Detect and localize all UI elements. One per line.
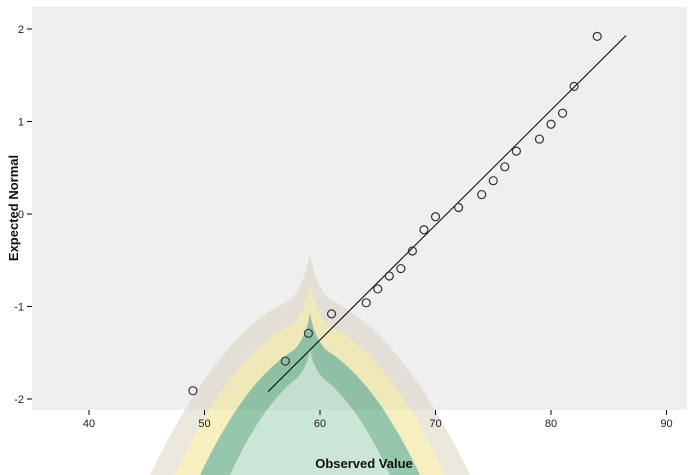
y-tick-label: 0 bbox=[18, 209, 24, 221]
data-point bbox=[454, 202, 464, 213]
x-axis-title: Observed Value bbox=[315, 456, 413, 471]
data-point bbox=[407, 246, 417, 256]
data-point bbox=[303, 328, 314, 338]
data-point bbox=[557, 108, 568, 118]
x-tick-label: 60 bbox=[314, 418, 326, 430]
data-point bbox=[592, 31, 602, 42]
data-point bbox=[569, 81, 579, 91]
data-point bbox=[488, 176, 498, 186]
data-point bbox=[373, 284, 383, 294]
data-point bbox=[500, 162, 510, 172]
x-tick-label: 40 bbox=[83, 418, 95, 430]
data-point bbox=[326, 309, 337, 319]
data-point bbox=[384, 271, 394, 281]
data-point bbox=[419, 225, 429, 235]
x-tick-label: 50 bbox=[198, 418, 210, 430]
data-point bbox=[396, 263, 406, 274]
y-tick-label: 1 bbox=[18, 117, 24, 129]
x-tick-label: 70 bbox=[429, 418, 441, 430]
axis-ticks: 40 50 60 70 80 90 -2 -1 0 1 2 bbox=[14, 24, 672, 430]
data-point bbox=[546, 119, 556, 129]
x-tick-label: 80 bbox=[545, 418, 557, 430]
y-tick-label: -2 bbox=[14, 394, 24, 406]
watermark-logo bbox=[150, 252, 470, 475]
data-point bbox=[534, 134, 545, 144]
y-tick-label: -1 bbox=[14, 302, 24, 314]
data-point bbox=[430, 212, 441, 222]
data-point bbox=[511, 146, 521, 156]
x-tick-label: 90 bbox=[660, 418, 672, 430]
y-axis-title: Expected Normal bbox=[6, 155, 21, 261]
data-point bbox=[188, 386, 198, 396]
data-point bbox=[477, 189, 487, 200]
y-tick-label: 2 bbox=[18, 24, 24, 36]
data-points bbox=[188, 31, 602, 396]
data-point bbox=[361, 298, 371, 308]
data-point bbox=[280, 356, 290, 366]
reference-line bbox=[267, 35, 627, 392]
watermark-inner-arc bbox=[230, 348, 390, 475]
